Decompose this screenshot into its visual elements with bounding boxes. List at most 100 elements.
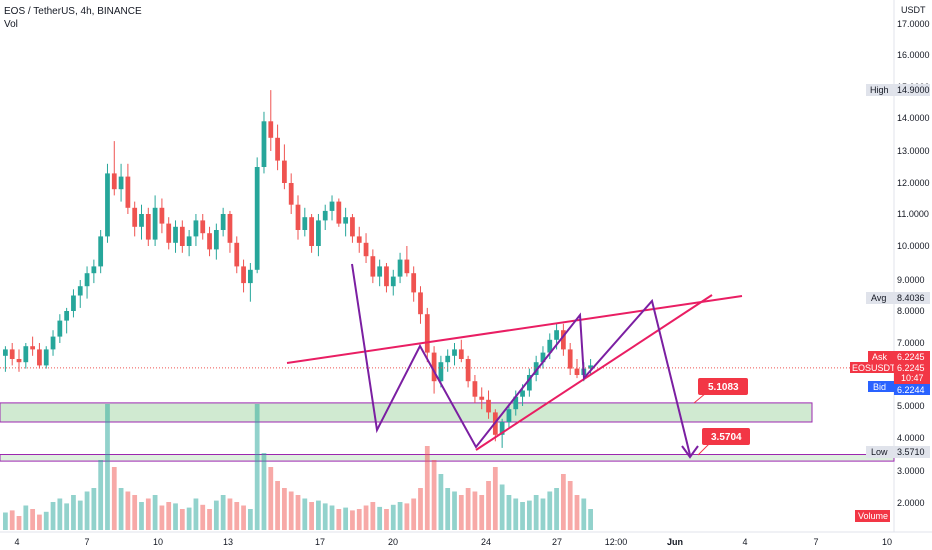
candle-body xyxy=(84,273,90,287)
candle-body xyxy=(16,359,22,363)
time-tick-1: 7 xyxy=(84,537,89,547)
ask-value-tag xyxy=(894,351,930,362)
volume-indicator-label: Vol xyxy=(4,19,18,30)
price-tick-13.0000: 13.0000 xyxy=(897,146,930,156)
candle-body xyxy=(288,183,294,205)
callout-5-1083[interactable]: 5.1083 xyxy=(693,378,748,404)
candle-body xyxy=(418,292,423,315)
volume-bar xyxy=(179,509,185,530)
time-tick-0: 4 xyxy=(14,537,19,547)
candle-body xyxy=(234,242,240,267)
candle-body xyxy=(98,236,104,267)
candle-body xyxy=(336,201,342,224)
volume-bar xyxy=(384,509,389,530)
volume-bar xyxy=(91,488,97,530)
candle-body xyxy=(77,286,83,296)
volume-bar xyxy=(200,504,206,530)
candle-body xyxy=(227,214,233,243)
candle-body xyxy=(132,207,138,227)
candle-body xyxy=(390,276,396,287)
price-tick-2.0000: 2.0000 xyxy=(897,498,925,508)
candle-body xyxy=(71,295,76,311)
volume-bar xyxy=(567,481,573,530)
high-value: 14.9000 xyxy=(897,85,930,95)
volume-bar xyxy=(268,467,274,530)
volume-bar xyxy=(254,404,260,530)
candle-body xyxy=(458,349,464,359)
candle-body xyxy=(91,266,97,274)
candle-body xyxy=(186,236,192,246)
volume-bar xyxy=(139,502,144,530)
candle-body xyxy=(302,217,308,230)
candle-body xyxy=(159,207,165,224)
volume-bar xyxy=(173,503,178,530)
candle-body xyxy=(567,349,573,369)
candle-body xyxy=(207,233,212,250)
candle-body xyxy=(560,330,566,350)
volume-bar xyxy=(560,474,566,530)
volume-bar xyxy=(513,498,519,530)
callout-3-5704[interactable]: 3.5704 xyxy=(697,428,750,456)
volume-bar xyxy=(186,507,192,530)
ask-value: 6.2245 xyxy=(897,352,925,362)
candle-body xyxy=(554,330,559,340)
volume-bar xyxy=(356,509,362,530)
candle-body xyxy=(166,223,172,243)
volume-bar xyxy=(465,488,471,530)
volume-bar xyxy=(302,498,308,530)
price-tick-10.0000: 10.0000 xyxy=(897,241,930,251)
support-zone-2 xyxy=(0,454,895,462)
volume-bar xyxy=(64,503,70,530)
volume-bar xyxy=(540,498,546,530)
volume-bar xyxy=(547,491,553,530)
volume-bar xyxy=(486,481,491,530)
volume-bar xyxy=(77,500,83,530)
volume-bar xyxy=(581,498,587,530)
candle-body xyxy=(322,210,328,221)
volume-bar xyxy=(397,502,403,530)
volume-bar xyxy=(336,509,342,530)
volume-bar xyxy=(506,495,512,530)
volume-bar xyxy=(227,498,233,530)
callout-5-1083-text: 5.1083 xyxy=(708,382,739,393)
volume-bars xyxy=(3,404,593,530)
volume-bar xyxy=(282,488,287,530)
volume-bar xyxy=(207,509,212,530)
candlesticks xyxy=(3,90,593,448)
volume-bar xyxy=(492,467,498,530)
symbol-value-tag xyxy=(894,362,930,384)
volume-bar xyxy=(377,506,383,530)
volume-bar xyxy=(431,460,437,530)
candle-body xyxy=(329,201,335,211)
volume-bar xyxy=(159,505,165,530)
ask-label: Ask xyxy=(872,352,888,362)
volume-bar xyxy=(329,505,335,530)
candle-body xyxy=(220,214,226,230)
volume-bar xyxy=(57,498,63,530)
candle-body xyxy=(438,362,444,382)
candle-body xyxy=(350,217,355,237)
candle-body xyxy=(404,259,410,274)
time-tick-2: 10 xyxy=(153,537,163,547)
candle-body xyxy=(513,396,519,410)
candle-body xyxy=(50,336,56,350)
projection-arrowhead xyxy=(681,445,699,459)
avg-label-tag xyxy=(866,292,894,304)
volume-bar xyxy=(30,509,36,530)
price-tick-4.0000: 4.0000 xyxy=(897,433,925,443)
candle-body xyxy=(479,396,485,400)
volume-bar xyxy=(295,495,301,530)
volume-bar xyxy=(533,495,539,530)
volume-bar xyxy=(309,502,314,530)
volume-bar xyxy=(390,504,396,530)
volume-bar xyxy=(125,491,131,530)
candle-body xyxy=(43,349,49,366)
plot-area[interactable] xyxy=(0,0,894,532)
candle-body xyxy=(9,349,15,359)
price-tick-14.0000: 14.0000 xyxy=(897,113,930,123)
candle-body xyxy=(30,346,36,350)
candle-body xyxy=(145,214,151,240)
volume-bar xyxy=(275,481,280,530)
candle-body xyxy=(193,220,199,237)
